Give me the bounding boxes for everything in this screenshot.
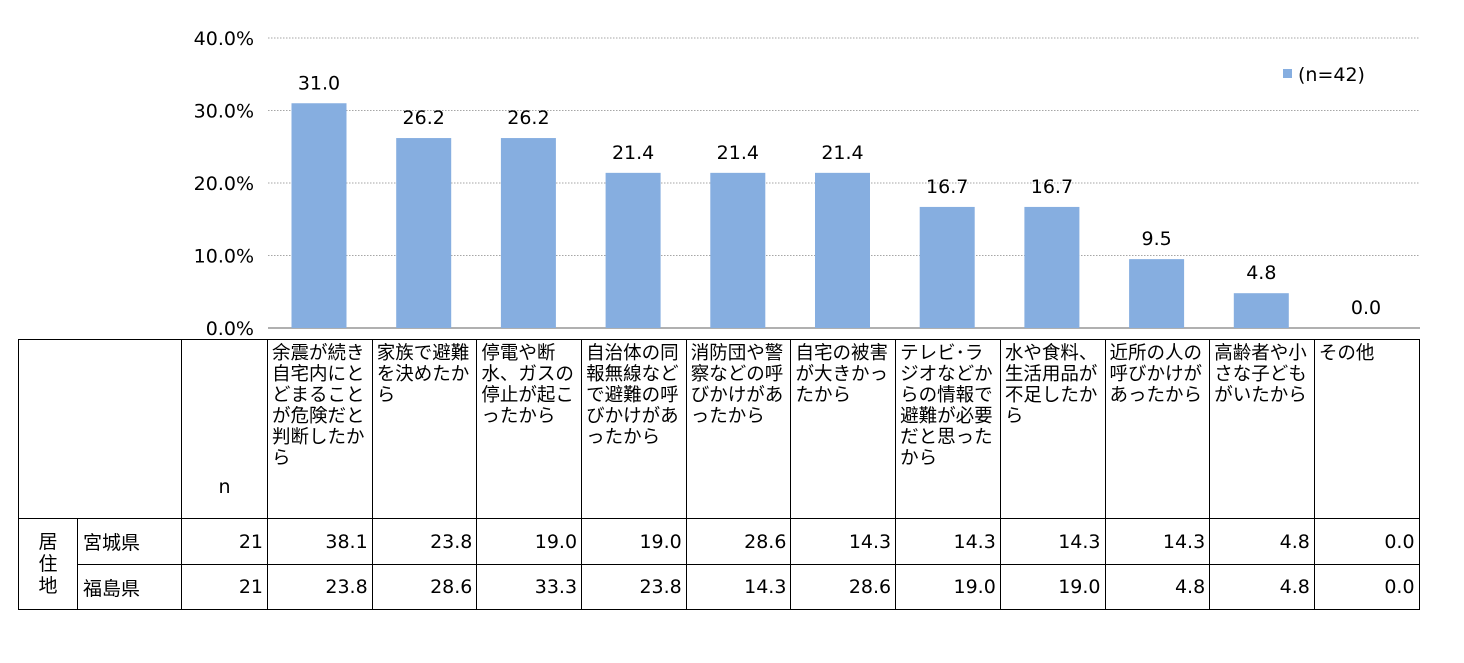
bar [396, 138, 452, 328]
data-labels: 31.0 26.2 26.2 21.4 21.4 21.4 16.7 16.7 9.5 4.8 0.… [298, 72, 1381, 319]
category-header: 高齢者や小さな子どもがいたから [1209, 339, 1315, 519]
category-header: テレビ･ラジオなどからの情報で避難が必要だと思ったから [895, 339, 1001, 519]
category-header: 家族で避難を決めたから [371, 339, 478, 519]
data-label: 26.2 [403, 107, 445, 129]
table-cell: 14.3 [895, 518, 1001, 565]
bars [291, 103, 1289, 328]
table-cell: 14.3 [685, 564, 792, 610]
table-row: 居住地 宮城県 21 38.1 23.8 19.0 19.0 28.6 14.3 14.3 1… [18, 518, 1420, 610]
table-cell: 0.0 [1313, 518, 1420, 565]
table-cell: 14.3 [999, 518, 1106, 565]
category-header: 自宅の被害が大きかったから [790, 339, 897, 519]
n-header: n [181, 339, 268, 519]
category-header: 余震が続き自宅内にとどまることが危険だと判断したから [267, 339, 373, 519]
breakdown-table: n 余震が続き自宅内にとどまることが危険だと判断したから 家族で避難を決めたから停… [18, 339, 1420, 610]
legend: (n=42) [1283, 64, 1365, 86]
data-label: 9.5 [1141, 228, 1171, 250]
legend-swatch [1283, 69, 1292, 78]
table-cell: 23.8 [371, 518, 478, 565]
table-cell: 33.3 [476, 564, 583, 610]
category-header: 自治体の同報無線などで避難の呼びかけがあったから [581, 339, 687, 519]
table-cell: 28.6 [371, 564, 478, 610]
group-label: 居住地 [18, 518, 78, 610]
y-tick-label: 20.0% [194, 173, 254, 195]
table-cell: 23.8 [581, 564, 687, 610]
table-cell: 14.3 [790, 518, 897, 565]
table-cell: 28.6 [790, 564, 897, 610]
category-header: 消防団や警察などの呼びかけがあったから [685, 339, 792, 519]
table-cell: 38.1 [267, 518, 373, 565]
bar [500, 138, 556, 328]
row-label: 福島県 [77, 564, 182, 610]
bar [1233, 293, 1289, 328]
category-header: 停電や断水、ガスの停止が起こったから [476, 339, 583, 519]
table-cell: 23.8 [267, 564, 373, 610]
table-corner [18, 339, 182, 519]
table-cell: 19.0 [999, 564, 1106, 610]
data-label: 16.7 [926, 176, 968, 198]
data-label: 31.0 [298, 72, 340, 94]
data-label: 4.8 [1246, 262, 1276, 284]
row-label: 宮城県 [77, 518, 182, 565]
data-label: 16.7 [1031, 176, 1073, 198]
table-cell: 19.0 [476, 518, 583, 565]
row-n: 21 [181, 564, 268, 610]
bar [1129, 259, 1185, 328]
category-header: その他 [1313, 339, 1420, 519]
y-tick-label: 0.0% [206, 318, 254, 340]
data-label: 21.4 [821, 142, 863, 164]
data-label: 26.2 [507, 107, 549, 129]
category-header: 近所の人の呼びかけがあったから [1104, 339, 1211, 519]
table-cell: 4.8 [1209, 518, 1315, 565]
data-label: 21.4 [717, 142, 759, 164]
bar [710, 172, 766, 328]
row-n: 21 [181, 518, 268, 565]
legend-label: (n=42) [1298, 64, 1365, 86]
table-cell: 14.3 [1104, 518, 1211, 565]
y-tick-label: 30.0% [194, 101, 254, 123]
table-cell: 4.8 [1209, 564, 1315, 610]
table-cell: 28.6 [685, 518, 792, 565]
table-cell: 19.0 [895, 564, 1001, 610]
data-label: 0.0 [1351, 297, 1381, 319]
table-cell: 4.8 [1104, 564, 1211, 610]
table-header-row: n 余震が続き自宅内にとどまることが危険だと判断したから 家族で避難を決めたから停… [18, 339, 1420, 519]
y-tick-label: 10.0% [194, 246, 254, 268]
category-header: 水や食料、生活用品が不足したから [999, 339, 1106, 519]
y-tick-label: 40.0% [194, 28, 254, 50]
table-cell: 0.0 [1313, 564, 1420, 610]
table-row: 福島県 21 23.8 28.6 33.3 23.8 14.3 28.6 19.0 19.0 4… [19, 564, 1420, 610]
data-label: 21.4 [612, 142, 654, 164]
bar-chart: 0.0% 10.0% 20.0% 30.0% 40.0% 31.0 26.2 26.2 21.… [194, 28, 1420, 340]
bar [1024, 206, 1080, 328]
table-cell: 19.0 [581, 518, 687, 565]
bar [919, 206, 975, 328]
bar [291, 103, 347, 328]
bar [815, 172, 870, 328]
bar [605, 172, 661, 328]
